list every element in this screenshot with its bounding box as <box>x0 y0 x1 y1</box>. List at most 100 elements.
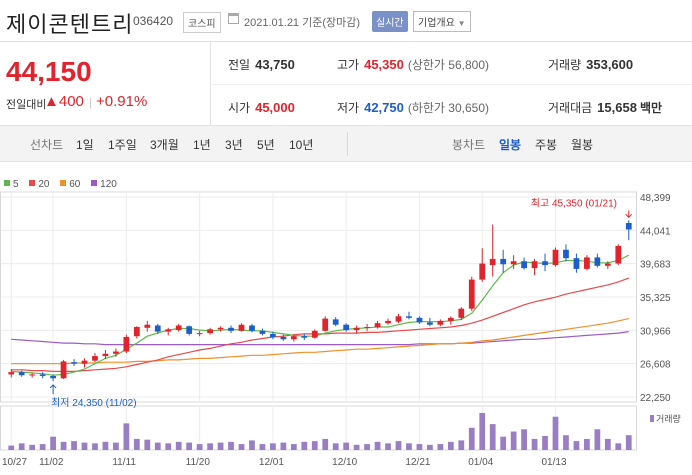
stat-value: 42,750 <box>364 100 404 115</box>
company-overview-label: 기업개요 <box>418 18 455 29</box>
stat-low: 저가 42,750 (하한가 30,650) <box>337 99 489 116</box>
volume-bar <box>615 443 622 450</box>
candle-body <box>521 261 527 269</box>
volume-bar <box>458 440 465 450</box>
tab-period-1y[interactable]: 1년 <box>193 138 211 152</box>
candle-body <box>133 327 140 337</box>
legend-swatch <box>29 180 36 186</box>
y-tick-label: 44,041 <box>640 226 671 237</box>
tab-period-10y[interactable]: 10년 <box>289 138 314 152</box>
volume-bar <box>625 435 632 450</box>
y-tick-label: 30,966 <box>640 326 671 337</box>
x-tick-label: 11/20 <box>186 457 211 468</box>
volume-bar <box>165 443 172 450</box>
volume-bar <box>604 438 611 450</box>
legend-label: 20 <box>38 179 50 190</box>
legend-swatch <box>4 180 10 186</box>
volume-bar <box>270 443 276 450</box>
candle-body <box>186 326 193 334</box>
candle-body <box>270 333 276 337</box>
candle-body <box>625 222 632 230</box>
legend-item-ma5: 5 <box>4 179 19 190</box>
volume-bar <box>521 429 527 450</box>
candle-body <box>280 336 287 340</box>
candle-body <box>573 258 580 269</box>
y-tick-label: 22,250 <box>640 393 671 404</box>
volume-label: 거래량 <box>656 413 681 424</box>
tab-period-3y[interactable]: 3년 <box>225 138 243 152</box>
volume-bar <box>102 441 109 450</box>
volume-bar <box>406 443 412 450</box>
candle-body <box>249 325 255 331</box>
volume-bar <box>207 443 213 450</box>
company-overview-button[interactable]: 기업개요 ▼ <box>413 11 471 32</box>
candle-body <box>458 308 465 318</box>
market-badge: 코스피 <box>183 12 221 33</box>
tab-candle-daily[interactable]: 일봉 <box>499 138 522 152</box>
candle-body <box>81 360 88 364</box>
divider <box>210 84 692 85</box>
volume-bar <box>395 441 402 450</box>
stat-label: 거래량 <box>548 58 582 72</box>
stat-volume: 거래량 353,600 <box>548 56 633 73</box>
tab-period-5y[interactable]: 5년 <box>257 138 275 152</box>
candle-body <box>594 257 601 266</box>
volume-bar <box>39 444 46 450</box>
x-tick-label: 10/27 <box>2 457 27 468</box>
candle-body <box>154 325 161 332</box>
stat-sub: (상한가 56,800) <box>407 58 490 72</box>
candle-body <box>427 322 433 325</box>
ma60-line <box>11 318 629 365</box>
x-tick-label: 12/01 <box>259 457 284 468</box>
min-price-label: 최저 24,350 (11/02) <box>51 397 137 409</box>
candle-body <box>332 319 339 325</box>
candle-body <box>322 318 329 331</box>
quote-date: 2021.01.21 기준(장마감) <box>244 17 361 29</box>
stat-value: 353,600 <box>586 57 634 72</box>
candle-body <box>510 261 517 265</box>
candle-body <box>217 327 224 330</box>
volume-bar <box>510 431 517 450</box>
realtime-button[interactable]: 실시간 <box>372 11 408 32</box>
tab-candle-monthly[interactable]: 월봉 <box>571 138 594 152</box>
volume-bar <box>500 436 507 450</box>
candle-body <box>50 375 56 379</box>
legend-label: 5 <box>13 179 19 190</box>
stat-value: 15,658 <box>597 100 637 115</box>
volume-bar <box>531 438 538 450</box>
candle-body <box>290 336 297 340</box>
tab-candle-chart[interactable]: 봉차트 <box>452 138 486 152</box>
tab-period-3m[interactable]: 3개월 <box>150 138 179 152</box>
chart-legend: 5 20 60 120 <box>4 179 125 190</box>
candle-body <box>18 372 25 376</box>
x-tick-label: 12/21 <box>405 457 430 468</box>
candle-body <box>552 249 559 266</box>
candle-body <box>144 324 151 328</box>
legend-swatch <box>91 180 98 186</box>
change-value: ▲400 <box>44 93 84 110</box>
tab-period-1d[interactable]: 1일 <box>76 138 94 152</box>
arrow-up-icon <box>49 384 57 394</box>
tab-period-1w[interactable]: 1주일 <box>108 138 137 152</box>
volume-bar <box>301 441 308 450</box>
volume-bar <box>50 436 56 450</box>
tab-line-chart[interactable]: 선차트 <box>30 138 64 152</box>
price-plot-frame <box>0 191 637 403</box>
tab-candle-weekly[interactable]: 주봉 <box>535 138 558 152</box>
volume-bar <box>427 444 433 450</box>
change-percent: +0.91% <box>96 93 148 110</box>
candle-body <box>8 372 15 375</box>
volume-bar <box>154 442 161 450</box>
stat-value: 43,750 <box>255 57 295 72</box>
candle-body <box>123 336 130 352</box>
y-tick-label: 26,608 <box>640 360 671 371</box>
arrow-down-icon <box>625 210 633 219</box>
candle-body <box>29 374 36 376</box>
volume-bar <box>144 439 151 450</box>
candle-body <box>406 316 412 318</box>
price-summary: 44,150 전일대비 ▲400 | +0.91% 전일 43,750 고가 45,… <box>0 42 692 126</box>
candle-body <box>228 327 234 331</box>
volume-bar <box>563 435 569 450</box>
stat-high: 고가 45,350 (상한가 56,800) <box>337 56 489 73</box>
